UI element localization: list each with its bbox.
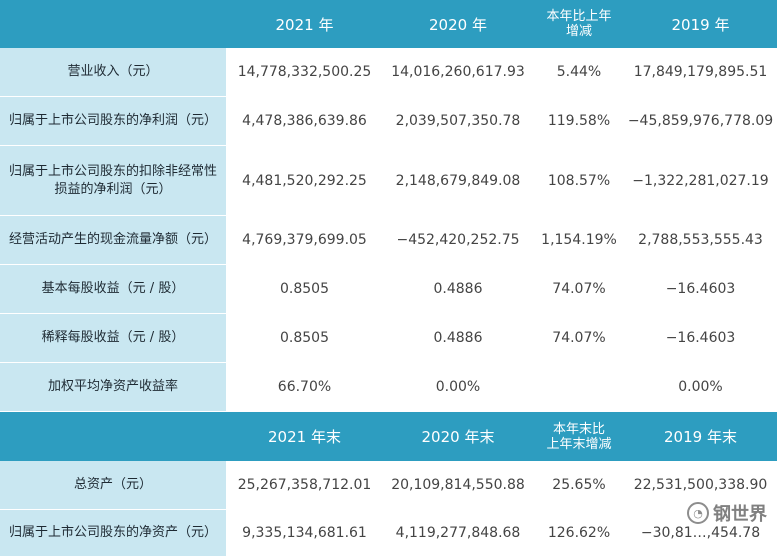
value-2019: 2,788,553,555.43 (624, 216, 777, 264)
value-2019: −16.4603 (624, 314, 777, 362)
value-2019: −1,322,281,027.19 (624, 146, 777, 215)
value-change (534, 363, 624, 411)
value-2019: 0.00% (624, 363, 777, 411)
value-change: 108.57% (534, 146, 624, 215)
header-change-line2: 增减 (565, 24, 592, 39)
table-row: 营业收入（元） 14,778,332,500.25 14,016,260,617… (0, 48, 777, 97)
value-2020: −452,420,252.75 (382, 216, 534, 264)
header-blank (0, 412, 227, 461)
value-2020: 2,039,507,350.78 (382, 97, 534, 145)
table-header-years: 2021 年 2020 年 本年比上年 增减 2019 年 (0, 0, 777, 48)
value-2020: 0.4886 (382, 314, 534, 362)
row-label: 加权平均净资产收益率 (0, 363, 227, 411)
table-row: 归属于上市公司股东的扣除非经常性损益的净利润（元） 4,481,520,292.… (0, 146, 777, 216)
header-2019: 2019 年 (671, 15, 730, 34)
value-change: 25.65% (534, 461, 624, 509)
table-row: 总资产（元） 25,267,358,712.01 20,109,814,550.… (0, 461, 777, 510)
header-change-end-line1: 本年末比 (552, 421, 605, 437)
value-2021: 4,478,386,639.86 (227, 97, 382, 145)
value-2021: 0.8505 (227, 314, 382, 362)
value-2021: 4,481,520,292.25 (227, 146, 382, 215)
value-2019: −16.4603 (624, 265, 777, 313)
value-2020: 0.00% (382, 363, 534, 411)
value-2019: 22,531,500,338.90 (624, 461, 777, 509)
table-row: 加权平均净资产收益率 66.70% 0.00% 0.00% (0, 363, 777, 412)
table-row: 经营活动产生的现金流量净额（元） 4,769,379,699.05 −452,4… (0, 216, 777, 265)
value-2020: 0.4886 (382, 265, 534, 313)
value-2020: 20,109,814,550.88 (382, 461, 534, 509)
wechat-logo-icon: ◔ (687, 502, 709, 524)
header-change-end: 本年末比 上年末增减 (534, 412, 624, 461)
header-blank (0, 0, 227, 48)
value-2021: 0.8505 (227, 265, 382, 313)
header-change-line1: 本年比上年 (546, 9, 612, 24)
header-2020-end: 2020 年末 (421, 428, 495, 446)
row-label: 总资产（元） (0, 461, 227, 509)
row-label: 归属于上市公司股东的净资产（元） (0, 510, 227, 556)
header-2019-end: 2019 年末 (664, 428, 737, 446)
value-change: 5.44% (534, 48, 624, 96)
value-change: 74.07% (534, 314, 624, 362)
table-row: 稀释每股收益（元 / 股） 0.8505 0.4886 74.07% −16.4… (0, 314, 777, 363)
value-change: 119.58% (534, 97, 624, 145)
table-row: 基本每股收益（元 / 股） 0.8505 0.4886 74.07% −16.4… (0, 265, 777, 314)
watermark: ◔ 钢世界 (687, 500, 767, 526)
value-2020: 2,148,679,849.08 (382, 146, 534, 215)
header-2021-end: 2021 年末 (268, 428, 341, 446)
header-change: 本年比上年 增减 (534, 0, 624, 48)
value-2019: −45,859,976,778.09 (624, 97, 777, 145)
table-row: 归属于上市公司股东的净资产（元） 9,335,134,681.61 4,119,… (0, 510, 777, 557)
value-2020: 4,119,277,848.68 (382, 510, 534, 556)
value-2021: 4,769,379,699.05 (227, 216, 382, 264)
value-2019: 17,849,179,895.51 (624, 48, 777, 96)
value-2021: 9,335,134,681.61 (227, 510, 382, 556)
row-label: 基本每股收益（元 / 股） (0, 265, 227, 313)
row-label: 稀释每股收益（元 / 股） (0, 314, 227, 362)
watermark-text: 钢世界 (713, 504, 767, 525)
value-2021: 14,778,332,500.25 (227, 48, 382, 96)
value-2021: 66.70% (227, 363, 382, 411)
value-change: 74.07% (534, 265, 624, 313)
row-label: 营业收入（元） (0, 48, 227, 96)
value-change: 126.62% (534, 510, 624, 556)
header-2021: 2021 年 (275, 15, 334, 34)
row-label: 归属于上市公司股东的净利润（元） (0, 97, 227, 145)
table-row: 归属于上市公司股东的净利润（元） 4,478,386,639.86 2,039,… (0, 97, 777, 146)
value-2021: 25,267,358,712.01 (227, 461, 382, 509)
header-2020: 2020 年 (429, 15, 487, 34)
value-2020: 14,016,260,617.93 (382, 48, 534, 96)
row-label: 归属于上市公司股东的扣除非经常性损益的净利润（元） (0, 146, 227, 215)
row-label: 经营活动产生的现金流量净额（元） (0, 216, 227, 264)
value-change: 1,154.19% (534, 216, 624, 264)
table-header-year-end: 2021 年末 2020 年末 本年末比 上年末增减 2019 年末 (0, 412, 777, 461)
header-change-end-line2: 上年末增减 (546, 436, 612, 452)
